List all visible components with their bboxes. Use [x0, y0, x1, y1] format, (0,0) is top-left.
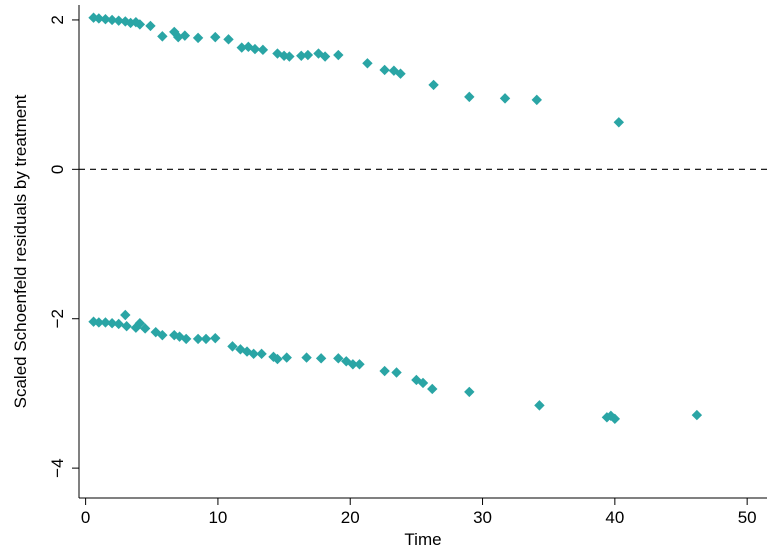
- x-tick-label: 10: [208, 508, 227, 527]
- data-point: [120, 309, 131, 321]
- data-point: [100, 317, 111, 328]
- data-point: [130, 16, 142, 28]
- data-point: [93, 13, 105, 24]
- data-point: [236, 42, 247, 53]
- data-point: [281, 352, 292, 363]
- data-point: [531, 94, 542, 106]
- y-axis-title: Scaled Schoenfeld residuals by treatment: [11, 94, 30, 408]
- data-point: [333, 353, 344, 364]
- x-tick-label: 40: [605, 508, 624, 527]
- data-point: [388, 65, 400, 76]
- data-point: [157, 329, 168, 341]
- data-point: [284, 51, 295, 62]
- y-tick-label: −2: [48, 309, 67, 328]
- y-tick-label: −4: [48, 458, 67, 477]
- data-point: [249, 43, 261, 55]
- x-tick-label: 0: [81, 508, 90, 527]
- data-point: [150, 326, 161, 338]
- data-point: [257, 44, 269, 56]
- y-tick-label: 2: [48, 15, 67, 24]
- data-point: [428, 79, 439, 91]
- data-point: [464, 91, 475, 103]
- data-point: [134, 318, 146, 329]
- data-point: [227, 341, 238, 352]
- data-point: [417, 377, 429, 389]
- data-point: [210, 31, 221, 43]
- data-point: [192, 32, 204, 44]
- data-point: [139, 323, 151, 334]
- data-point: [464, 386, 475, 398]
- data-point: [379, 64, 390, 76]
- data-point: [106, 14, 118, 26]
- data-point: [256, 348, 267, 360]
- data-point: [301, 352, 312, 363]
- data-point: [691, 409, 703, 421]
- data-point: [391, 367, 402, 378]
- data-point: [302, 49, 314, 61]
- data-point: [613, 117, 625, 128]
- plot-area: [79, 12, 767, 425]
- data-point: [427, 383, 438, 395]
- data-point: [106, 318, 118, 329]
- data-point: [223, 34, 234, 45]
- data-point: [157, 31, 168, 42]
- data-point: [179, 30, 191, 41]
- data-point: [379, 365, 390, 377]
- data-point: [210, 332, 221, 344]
- data-point: [354, 359, 365, 370]
- axes: 0 10 20 30 40 50 −4 −2 0 2: [48, 5, 767, 527]
- data-point: [169, 26, 180, 38]
- data-point: [100, 13, 111, 25]
- x-tick-label: 20: [341, 508, 360, 527]
- data-point: [93, 317, 105, 328]
- data-point: [113, 318, 124, 330]
- data-point: [333, 49, 344, 61]
- data-point: [121, 320, 132, 332]
- data-point: [145, 20, 156, 32]
- data-point: [534, 400, 545, 411]
- x-tick-label: 30: [473, 508, 492, 527]
- data-point: [362, 58, 373, 69]
- data-point: [395, 68, 406, 79]
- data-point: [192, 333, 204, 345]
- data-point: [272, 353, 283, 365]
- data-point: [134, 19, 146, 30]
- x-tick-label: 50: [738, 508, 757, 527]
- data-point: [347, 359, 359, 370]
- x-axis-title: Time: [404, 530, 441, 548]
- data-point: [248, 348, 259, 360]
- data-point: [113, 15, 124, 26]
- data-point: [315, 353, 327, 364]
- data-point: [200, 333, 212, 345]
- data-point: [130, 322, 142, 333]
- data-point: [609, 413, 621, 425]
- data-point: [319, 51, 331, 62]
- data-point: [180, 333, 192, 345]
- data-point: [296, 50, 307, 61]
- y-tick-label: 0: [48, 165, 67, 174]
- data-point: [499, 93, 511, 104]
